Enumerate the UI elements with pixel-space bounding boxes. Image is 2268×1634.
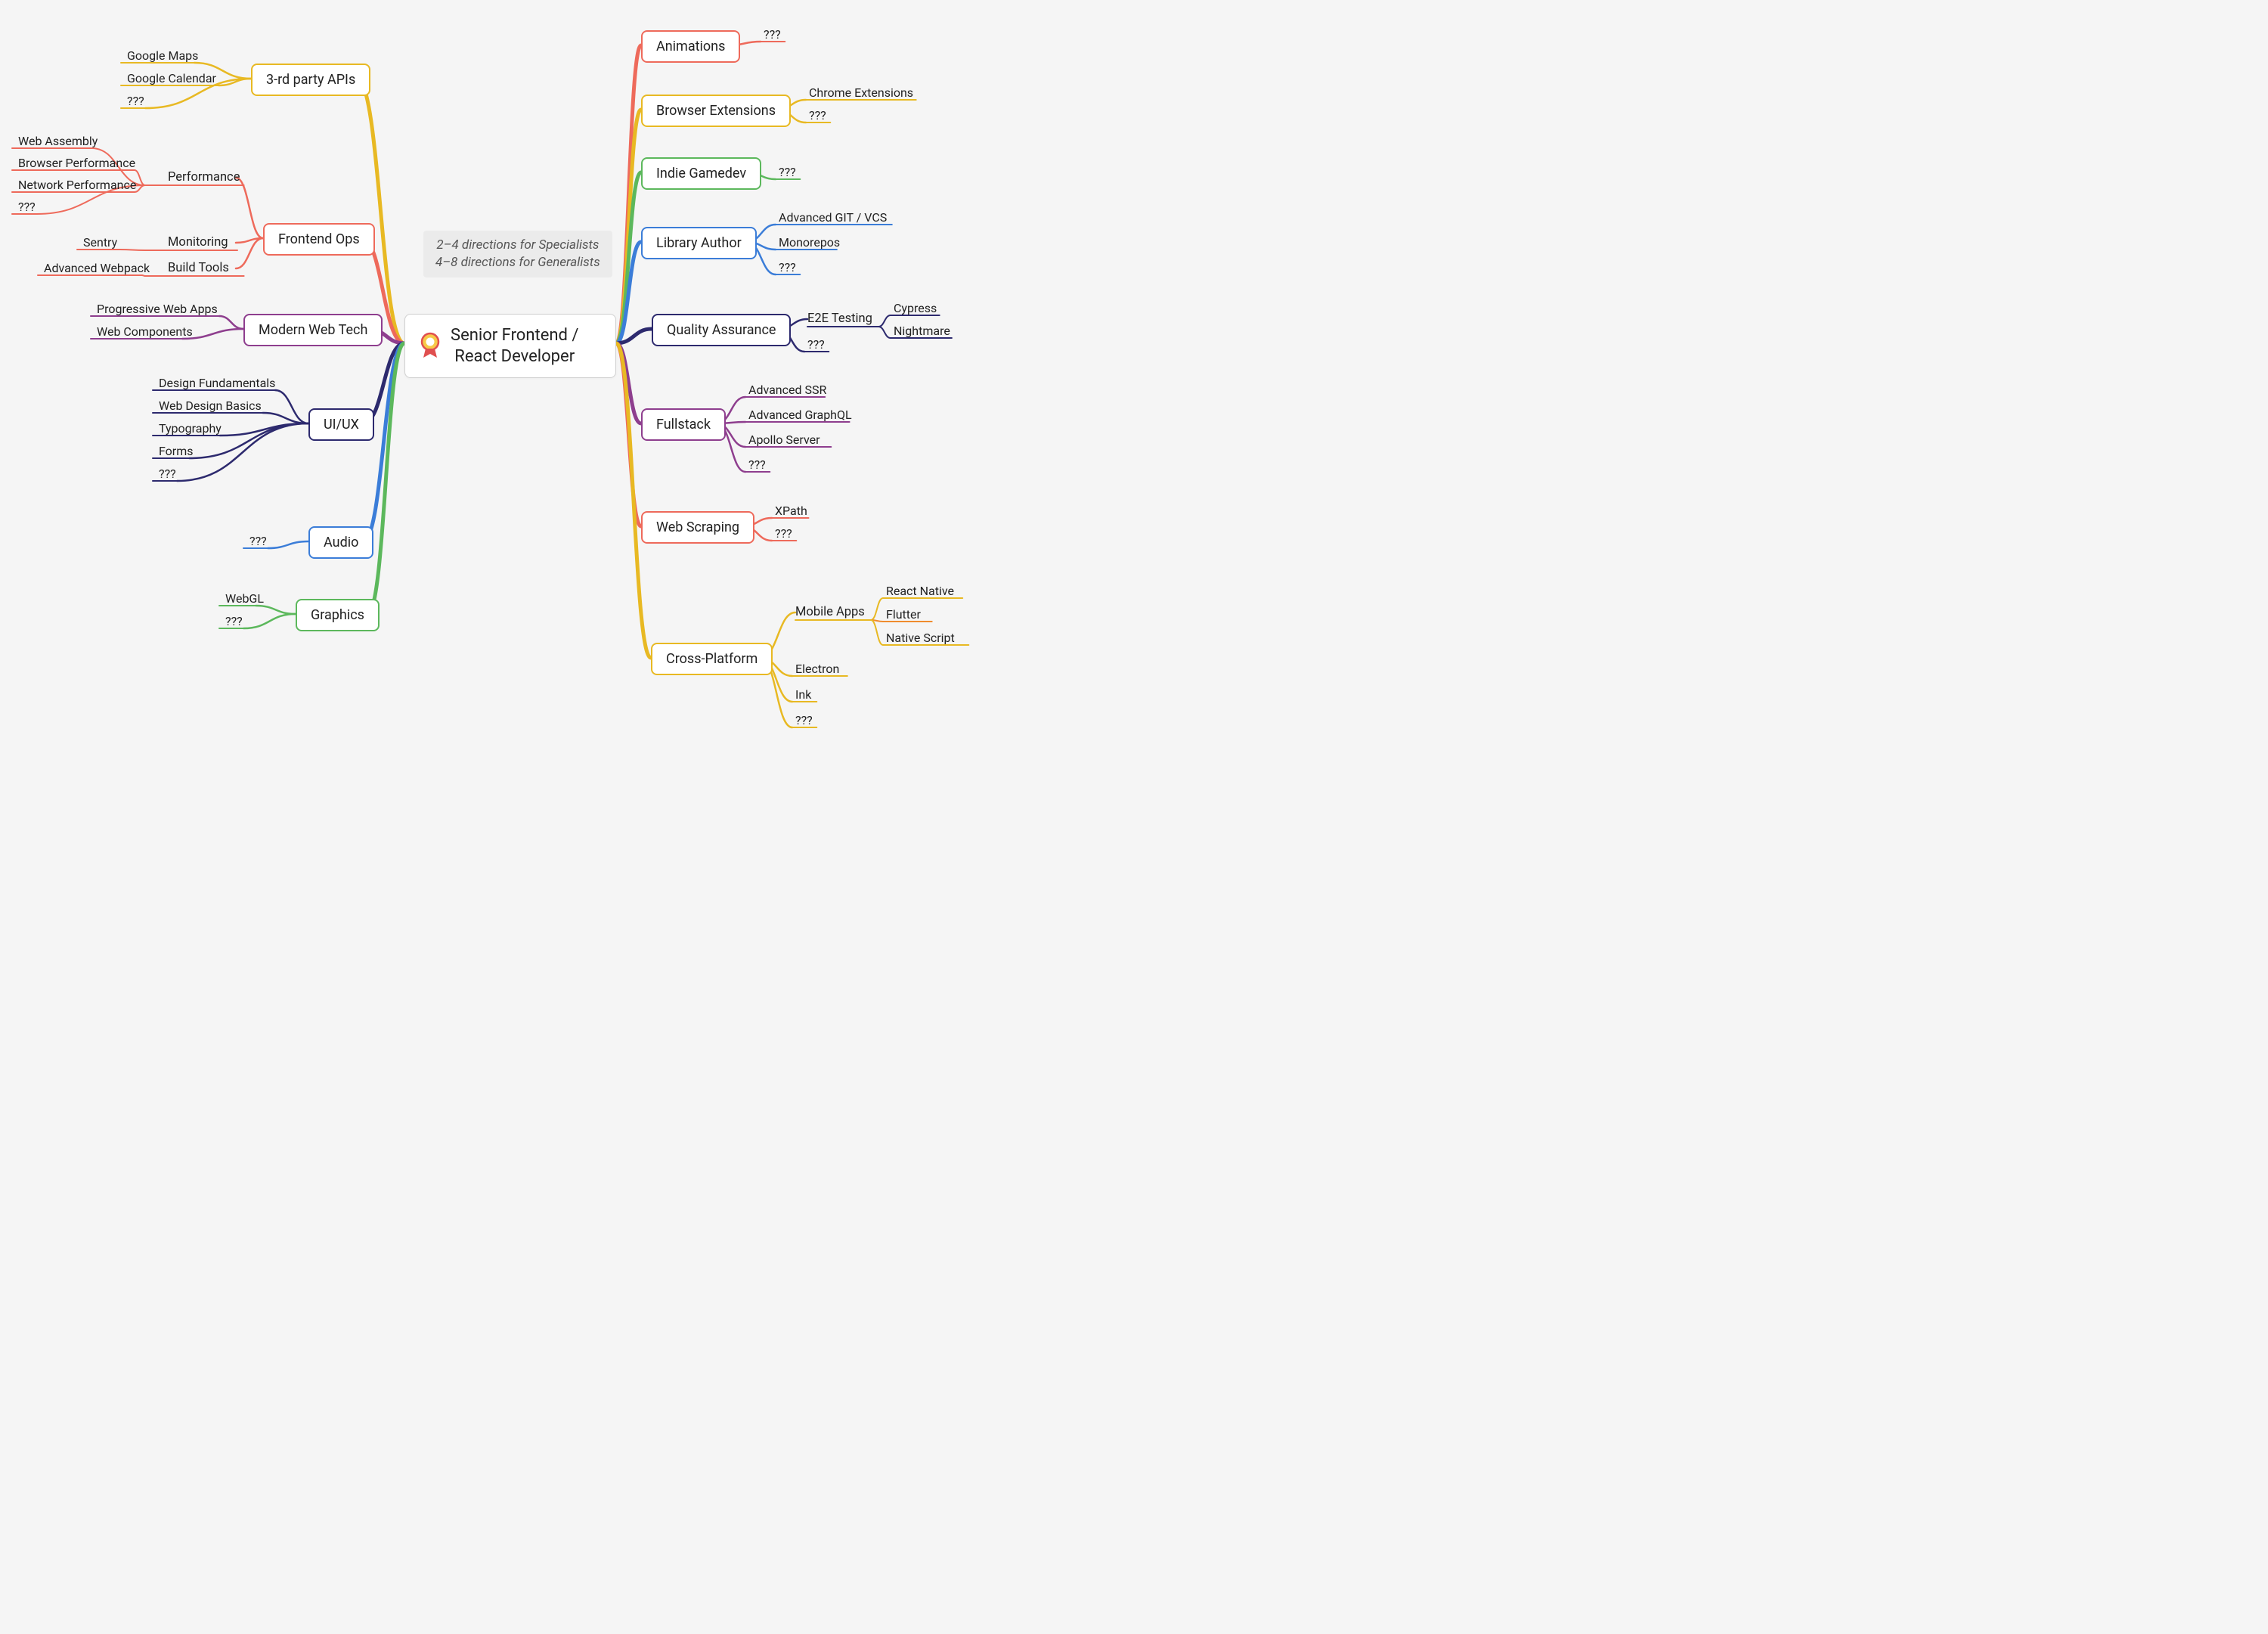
branch-graphics: Graphics bbox=[296, 599, 380, 631]
leaf-uiux-4: ??? bbox=[159, 467, 176, 483]
leaf-modern-0: Progressive Web Apps bbox=[97, 302, 218, 318]
subtitle-line1: 2–4 directions for Specialists bbox=[436, 237, 599, 253]
subnode-build: Build Tools bbox=[168, 261, 229, 278]
leaf-scrape-0: XPath bbox=[775, 504, 807, 520]
leaf-scrape-1: ??? bbox=[775, 526, 792, 543]
subnode-mobile: Mobile Apps bbox=[795, 605, 865, 622]
mindmap-canvas: Senior Frontend / React Developer 2–4 dire… bbox=[0, 0, 1134, 817]
branch-label-graphics: Graphics bbox=[311, 607, 364, 623]
branch-label-full: Fullstack bbox=[656, 417, 711, 433]
root-title-line1: Senior Frontend / bbox=[451, 326, 578, 345]
branch-bext: Browser Extensions bbox=[641, 95, 791, 127]
leaf-apis-1: Google Calendar bbox=[127, 71, 216, 88]
branch-label-fops: Frontend Ops bbox=[278, 231, 360, 247]
branch-scrape: Web Scraping bbox=[641, 511, 754, 544]
branch-fops: Frontend Ops bbox=[263, 223, 375, 256]
root-node: Senior Frontend / React Developer bbox=[404, 314, 616, 378]
branch-label-cross: Cross-Platform bbox=[666, 651, 758, 667]
branch-label-apis: 3-rd party APIs bbox=[266, 72, 355, 88]
branch-label-anim: Animations bbox=[656, 39, 725, 54]
leaf-full-3: ??? bbox=[748, 457, 766, 474]
branch-label-audio: Audio bbox=[324, 535, 358, 550]
leaf-lib-0: Advanced GIT / VCS bbox=[779, 210, 887, 227]
branch-full: Fullstack bbox=[641, 408, 726, 441]
leaf-audio-0: ??? bbox=[249, 534, 267, 550]
branch-label-lib: Library Author bbox=[656, 235, 742, 251]
leaf-uiux-3: Forms bbox=[159, 444, 194, 460]
leaf-graphics-1: ??? bbox=[225, 614, 243, 631]
branch-audio: Audio bbox=[308, 526, 373, 559]
leaf-full-0: Advanced SSR bbox=[748, 383, 826, 399]
leaf-cross-1: Ink bbox=[795, 687, 811, 704]
leaf-build-0: Advanced Webpack bbox=[44, 261, 150, 278]
leaf-cross-0: Electron bbox=[795, 662, 839, 678]
leaf-uiux-2: Typography bbox=[159, 421, 222, 438]
leaf-graphics-0: WebGL bbox=[225, 591, 264, 608]
subnode-e2e: E2E Testing bbox=[807, 312, 872, 328]
subnode-mon: Monitoring bbox=[168, 235, 228, 252]
branch-cross: Cross-Platform bbox=[651, 643, 773, 675]
leaf-full-1: Advanced GraphQL bbox=[748, 408, 852, 424]
branch-label-qa: Quality Assurance bbox=[667, 322, 776, 338]
leaf-mon-0: Sentry bbox=[83, 235, 117, 252]
branch-qa: Quality Assurance bbox=[652, 314, 791, 346]
root-title-line2: React Developer bbox=[454, 347, 575, 366]
leaf-uiux-1: Web Design Basics bbox=[159, 398, 262, 415]
branch-uiux: UI/UX bbox=[308, 408, 374, 441]
leaf-e2e-0: Cypress bbox=[894, 301, 937, 318]
branch-lib: Library Author bbox=[641, 227, 757, 259]
subtitle-box: 2–4 directions for Specialists 4–8 direct… bbox=[423, 231, 612, 278]
leaf-mobile-1: Flutter bbox=[886, 607, 921, 624]
leaf-apis-0: Google Maps bbox=[127, 48, 198, 65]
leaf-full-2: Apollo Server bbox=[748, 433, 820, 449]
subtitle-line2: 4–8 directions for Generalists bbox=[435, 255, 600, 270]
branch-indie: Indie Gamedev bbox=[641, 157, 761, 190]
branch-modern: Modern Web Tech bbox=[243, 314, 383, 346]
subnode-perf: Performance bbox=[168, 170, 240, 187]
leaf-perf-2: Network Performance bbox=[18, 178, 136, 194]
branch-label-bext: Browser Extensions bbox=[656, 103, 776, 119]
leaf-anim-0: ??? bbox=[764, 27, 781, 44]
branch-label-scrape: Web Scraping bbox=[656, 519, 739, 535]
leaf-e2e-1: Nightmare bbox=[894, 324, 950, 340]
branch-apis: 3-rd party APIs bbox=[251, 64, 370, 96]
leaf-cross-2: ??? bbox=[795, 713, 813, 730]
leaf-qa-0: ??? bbox=[807, 337, 825, 354]
leaf-modern-1: Web Components bbox=[97, 324, 193, 341]
leaf-lib-1: Monorepos bbox=[779, 235, 840, 252]
leaf-indie-0: ??? bbox=[779, 165, 796, 181]
leaf-perf-1: Browser Performance bbox=[18, 156, 135, 172]
leaf-perf-3: ??? bbox=[18, 200, 36, 216]
leaf-mobile-2: Native Script bbox=[886, 631, 955, 647]
leaf-mobile-0: React Native bbox=[886, 584, 954, 600]
badge-icon bbox=[419, 332, 442, 361]
leaf-lib-2: ??? bbox=[779, 260, 796, 277]
branch-label-modern: Modern Web Tech bbox=[259, 322, 367, 338]
leaf-uiux-0: Design Fundamentals bbox=[159, 376, 275, 392]
leaf-bext-1: ??? bbox=[809, 108, 826, 125]
leaf-apis-2: ??? bbox=[127, 94, 144, 110]
branch-label-indie: Indie Gamedev bbox=[656, 166, 746, 181]
branch-label-uiux: UI/UX bbox=[324, 417, 359, 433]
branch-anim: Animations bbox=[641, 30, 740, 63]
leaf-perf-0: Web Assembly bbox=[18, 134, 98, 150]
leaf-bext-0: Chrome Extensions bbox=[809, 85, 913, 102]
